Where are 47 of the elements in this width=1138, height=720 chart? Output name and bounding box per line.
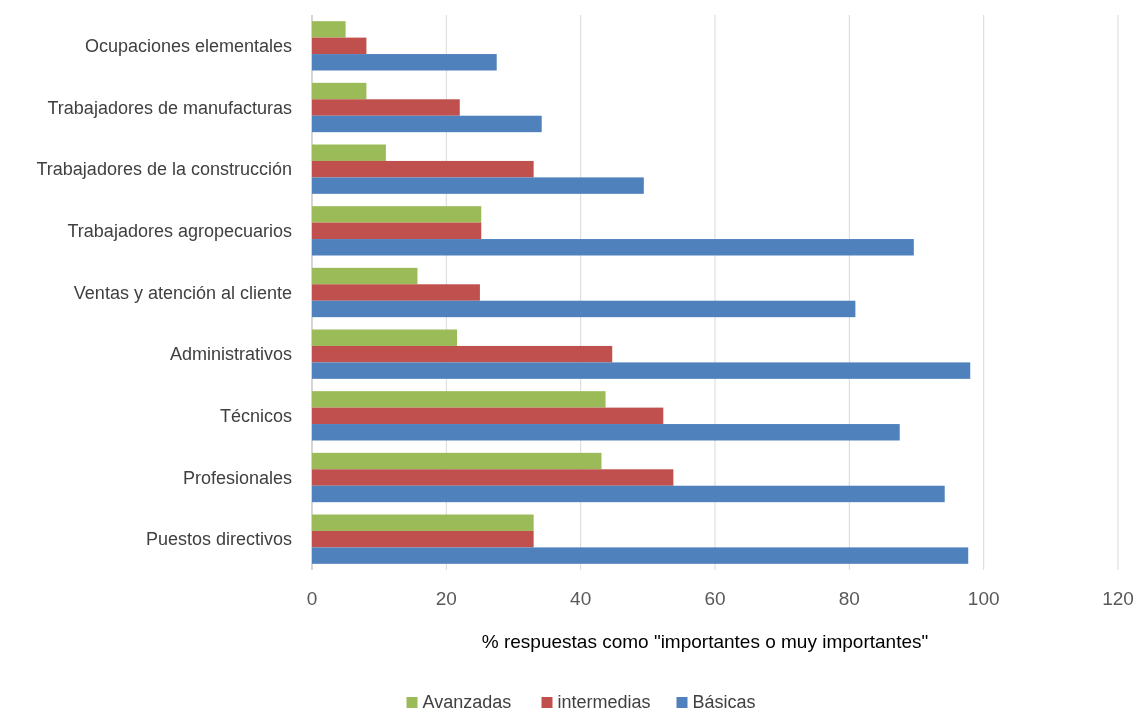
bar [312,362,971,379]
bar [312,177,644,194]
bar [312,99,460,116]
y-tick-label: Administrativos [169,344,292,365]
bar [312,300,856,318]
bar [312,267,418,285]
y-tick-label: Ocupaciones elementales [84,36,292,57]
x-tick-label: 0 [306,588,318,609]
x-tick-label: 40 [570,588,592,609]
bar [312,239,914,256]
bar [312,407,664,425]
bar [312,514,534,531]
bar [312,530,534,548]
x-tick-label: 100 [967,588,1000,609]
bar [312,424,900,441]
bar [312,547,969,564]
bar [312,469,674,486]
y-tick-label: Trabajadores de la construcción [36,159,292,180]
bar [312,284,480,301]
bar [312,391,606,408]
y-tick-label: Profesionales [182,467,292,488]
y-tick-label: Puestos directivos [145,529,292,550]
y-tick-label: Trabajadores de manufacturas [47,97,292,118]
bar [312,115,542,133]
x-tick-label: 80 [838,588,860,609]
bar [312,485,945,503]
bar [312,345,613,363]
bar [312,82,367,100]
legend-label: intermedias [557,692,651,712]
x-tick-label: 60 [704,588,726,609]
bar [312,160,534,178]
bar [312,21,346,38]
x-tick-label: 120 [1102,588,1134,609]
y-tick-label: Trabajadores agropecuarios [67,221,292,242]
bar [312,329,458,346]
bar [312,222,482,240]
bar [312,54,497,71]
x-tick-label: 20 [435,588,457,609]
x-axis-title: % respuestas como "importantes o muy importantes" [481,631,929,652]
y-tick-label: Ventas y atención al cliente [73,282,292,303]
legend-label: Básicas [692,692,756,712]
legend-label: Avanzadas [422,692,512,712]
y-tick-label: Técnicos [219,406,292,427]
bar [312,452,602,470]
bar [312,37,367,55]
bar [312,206,482,223]
bar [312,144,386,161]
